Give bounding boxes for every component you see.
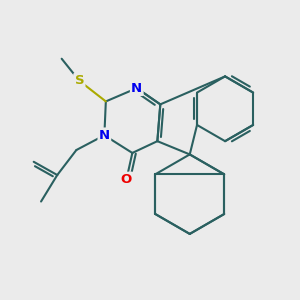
Text: N: N: [99, 129, 110, 142]
Text: O: O: [121, 173, 132, 186]
Text: S: S: [74, 74, 84, 87]
Text: N: N: [131, 82, 142, 95]
